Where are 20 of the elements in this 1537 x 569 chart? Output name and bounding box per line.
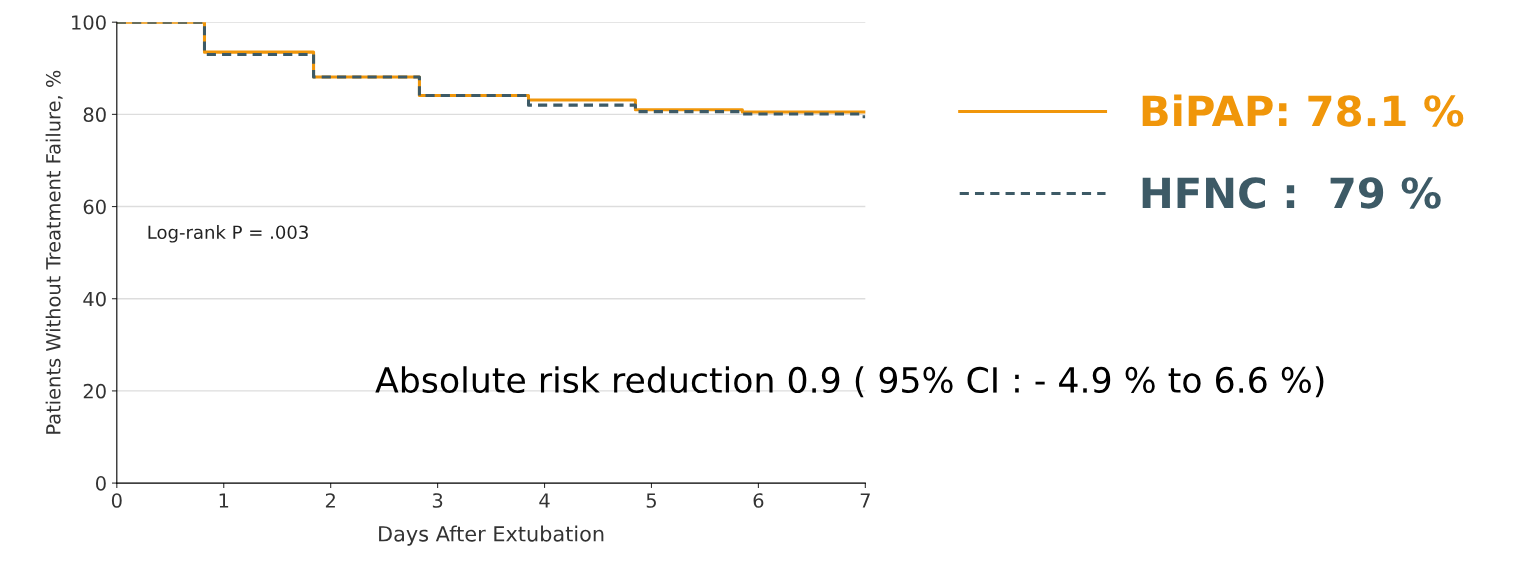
- y-axis-title: Patients Without Treatment Failure, %: [45, 70, 63, 434]
- y-tick-label: 20: [83, 383, 106, 399]
- x-tick-label: 1: [219, 493, 229, 508]
- x-tick-label: 6: [753, 493, 764, 508]
- legend-label: HFNC : 79 %: [1142, 177, 1441, 209]
- x-axis-title: Days After Extubation: [379, 525, 604, 546]
- y-tick-label: 100: [72, 15, 106, 30]
- x-tick-label: 2: [325, 493, 335, 508]
- annotation: Log-rank P = .003: [148, 225, 308, 243]
- x-tick-label: 3: [432, 493, 443, 508]
- x-tick-label: 5: [646, 493, 656, 508]
- legend-label: BiPAP: 78.1 %: [1142, 94, 1464, 127]
- y-tick-label: 40: [83, 291, 106, 307]
- y-tick-label: 0: [96, 476, 106, 491]
- x-tick-label: 0: [111, 493, 122, 508]
- y-tick-label: 60: [83, 199, 106, 215]
- annotation: Absolute risk reduction 0.9 ( 95% CI : - 4.9 % to 6.6 %): [375, 366, 1324, 398]
- y-tick-label: 80: [83, 107, 106, 123]
- x-tick-label: 4: [539, 493, 550, 508]
- x-tick-label: 7: [860, 493, 870, 508]
